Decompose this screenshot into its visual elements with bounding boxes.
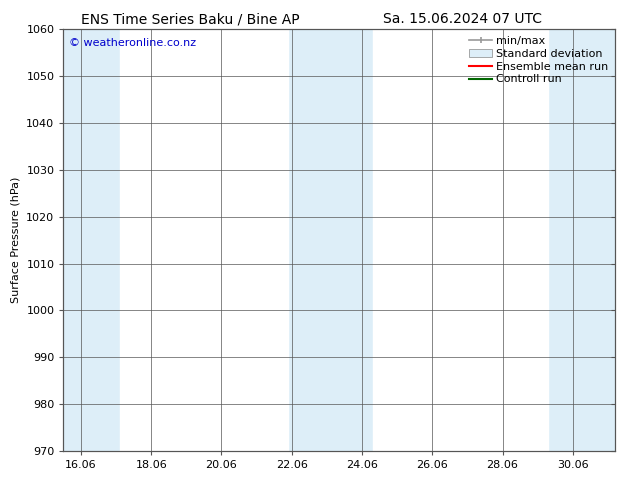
Bar bbox=[120, 29, 288, 451]
Legend: min/max, Standard deviation, Ensemble mean run, Controll run: min/max, Standard deviation, Ensemble me… bbox=[466, 33, 612, 88]
Text: Sa. 15.06.2024 07 UTC: Sa. 15.06.2024 07 UTC bbox=[384, 12, 542, 26]
Y-axis label: Surface Pressure (hPa): Surface Pressure (hPa) bbox=[11, 177, 21, 303]
Text: © weatheronline.co.nz: © weatheronline.co.nz bbox=[69, 38, 196, 48]
Text: ENS Time Series Baku / Bine AP: ENS Time Series Baku / Bine AP bbox=[81, 12, 299, 26]
Bar bbox=[373, 29, 548, 451]
